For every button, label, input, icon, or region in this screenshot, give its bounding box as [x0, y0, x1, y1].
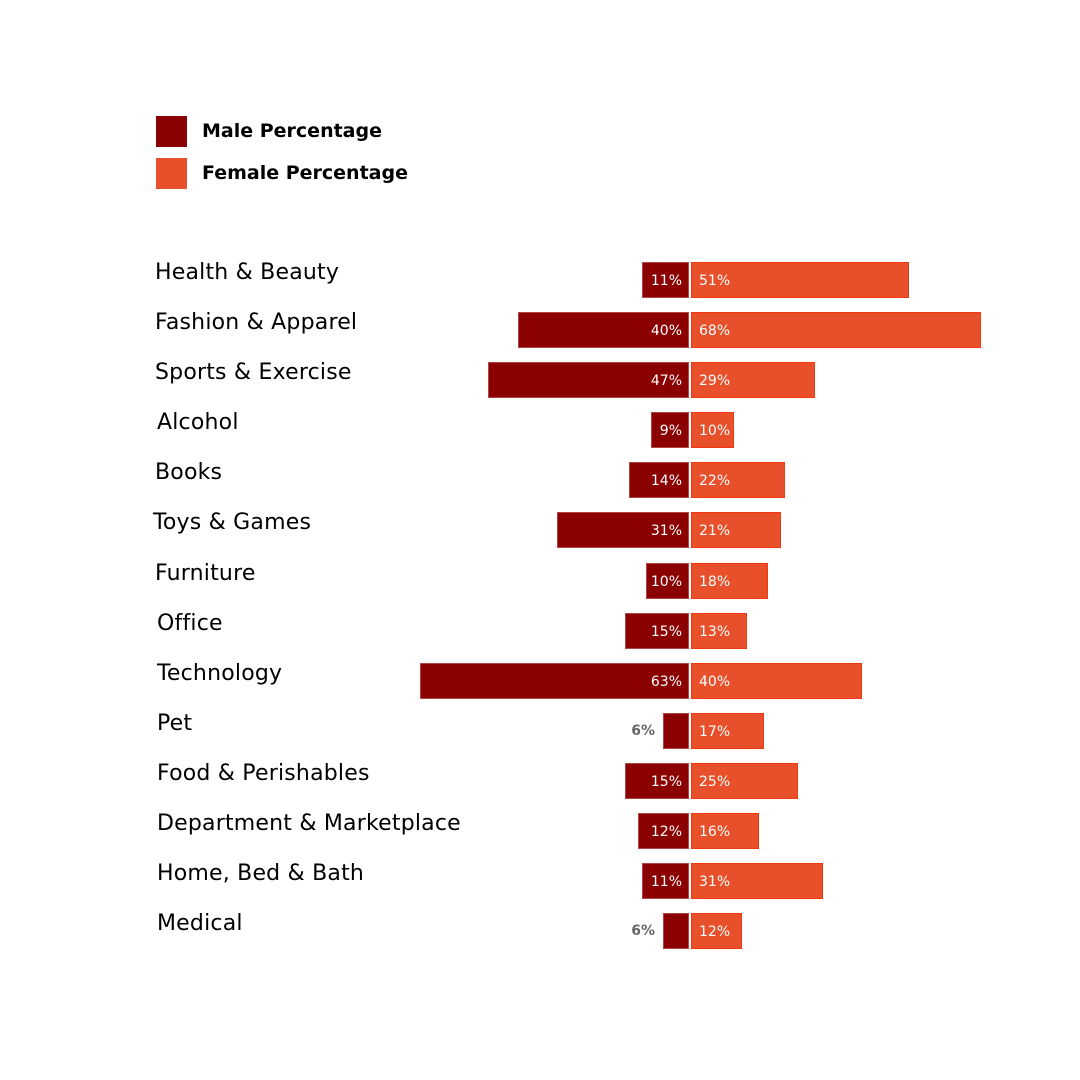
- category-label: Office: [157, 610, 223, 636]
- bar-female: 17%: [691, 712, 764, 749]
- chart-row: Technology 63% 40%: [0, 660, 1080, 713]
- bar-value-male: 63%: [650, 673, 682, 690]
- bar-female: 12%: [691, 913, 742, 950]
- bar-value-male: 15%: [650, 773, 682, 790]
- bar-male: 12%: [638, 813, 689, 850]
- bar-value-male: 10%: [650, 573, 682, 590]
- bar-value-female: 10%: [699, 423, 731, 440]
- bar-female: 22%: [691, 462, 785, 499]
- bar-male: 11%: [642, 262, 689, 298]
- bar-value-female: 21%: [699, 523, 731, 540]
- bar-male: 40%: [518, 312, 689, 349]
- bar-male: 11%: [642, 863, 689, 900]
- category-label: Food & Perishables: [157, 760, 370, 786]
- bar-value-female: 29%: [699, 373, 731, 390]
- category-label: Technology: [157, 660, 283, 686]
- category-label: Home, Bed & Bath: [157, 861, 365, 887]
- bar-female: 25%: [691, 762, 798, 799]
- category-label: Pet: [157, 710, 193, 736]
- bar-female: 68%: [691, 312, 981, 349]
- legend-item-female: Female Percentage: [156, 157, 408, 189]
- chart-row: Home, Bed & Bath 11% 31%: [0, 861, 1080, 913]
- bar-female: 16%: [691, 813, 759, 850]
- bar-value-male: 6%: [631, 923, 655, 940]
- bar-male: 10%: [646, 562, 689, 599]
- bar-male: 31%: [557, 512, 689, 549]
- chart-row: Furniture 10% 18%: [0, 560, 1080, 613]
- bar-value-female: 13%: [699, 623, 731, 640]
- bar-value-male: 14%: [650, 473, 682, 490]
- bar-value-male: 9%: [659, 423, 682, 440]
- category-label: Toys & Games: [153, 510, 312, 536]
- bar-value-female: 51%: [699, 273, 731, 289]
- legend-label-male: Male Percentage: [202, 120, 382, 142]
- bar-value-male: 11%: [650, 273, 682, 289]
- bar-value-female: 68%: [699, 323, 731, 340]
- bar-female: 21%: [691, 512, 781, 549]
- bar-female: 10%: [691, 412, 734, 449]
- bar-female: 29%: [691, 362, 815, 399]
- bar-value-female: 31%: [699, 874, 731, 891]
- category-label: Alcohol: [157, 410, 239, 436]
- legend-swatch-male: [156, 115, 187, 147]
- bar-female: 18%: [691, 562, 768, 599]
- chart-row: Department & Marketplace 12% 16%: [0, 811, 1080, 863]
- bar-female: 13%: [691, 612, 747, 649]
- bar-male: 63%: [420, 662, 689, 699]
- bar-male: 15%: [625, 762, 689, 799]
- bar-female: 51%: [691, 262, 909, 298]
- bar-male: [663, 712, 689, 749]
- chart-row: Office 15% 13%: [0, 610, 1080, 663]
- bar-value-male: 31%: [650, 523, 682, 540]
- chart-row: Health & Beauty 11% 51%: [0, 260, 1080, 312]
- bar-value-female: 12%: [699, 924, 731, 941]
- bar-value-female: 18%: [699, 573, 731, 590]
- bar-female: 40%: [691, 662, 862, 699]
- bar-value-female: 16%: [699, 824, 731, 841]
- bar-male: 15%: [625, 612, 689, 649]
- chart-legend: Male Percentage Female Percentage: [156, 115, 408, 199]
- bar-value-male: 11%: [650, 874, 682, 891]
- bar-male: 14%: [629, 462, 689, 499]
- diverging-bar-chart: Health & Beauty 11% 51% Fashion & Apparel 40…: [0, 260, 1080, 963]
- bar-value-female: 25%: [699, 773, 731, 790]
- category-label: Sports & Exercise: [155, 360, 352, 386]
- legend-label-female: Female Percentage: [202, 162, 408, 184]
- bar-value-female: 22%: [699, 473, 731, 490]
- bar-value-male: 47%: [650, 373, 682, 390]
- category-label: Health & Beauty: [155, 260, 340, 285]
- bar-value-male: 40%: [650, 323, 682, 340]
- bar-male: 47%: [488, 362, 689, 399]
- chart-row: Pet 6% 17%: [0, 710, 1080, 763]
- bar-value-female: 40%: [699, 673, 731, 690]
- bar-value-female: 17%: [699, 723, 731, 740]
- bar-female: 31%: [691, 863, 823, 900]
- chart-row: Medical 6% 12%: [0, 911, 1080, 963]
- chart-row: Sports & Exercise 47% 29%: [0, 360, 1080, 412]
- category-label: Department & Marketplace: [157, 811, 461, 837]
- category-label: Medical: [157, 911, 243, 937]
- chart-row: Alcohol 9% 10%: [0, 410, 1080, 462]
- bar-value-male: 15%: [650, 623, 682, 640]
- bar-value-male: 6%: [631, 722, 655, 739]
- legend-item-male: Male Percentage: [156, 115, 408, 147]
- legend-swatch-female: [156, 157, 187, 189]
- bar-value-male: 12%: [650, 824, 682, 841]
- chart-row: Toys & Games 31% 21%: [0, 510, 1080, 562]
- chart-row: Fashion & Apparel 40% 68%: [0, 310, 1080, 362]
- chart-row: Food & Perishables 15% 25%: [0, 760, 1080, 813]
- bar-male: 9%: [651, 412, 689, 449]
- bar-male: [663, 913, 689, 950]
- category-label: Furniture: [155, 560, 256, 586]
- category-label: Fashion & Apparel: [155, 310, 358, 336]
- chart-row: Books 14% 22%: [0, 460, 1080, 512]
- category-label: Books: [155, 460, 223, 486]
